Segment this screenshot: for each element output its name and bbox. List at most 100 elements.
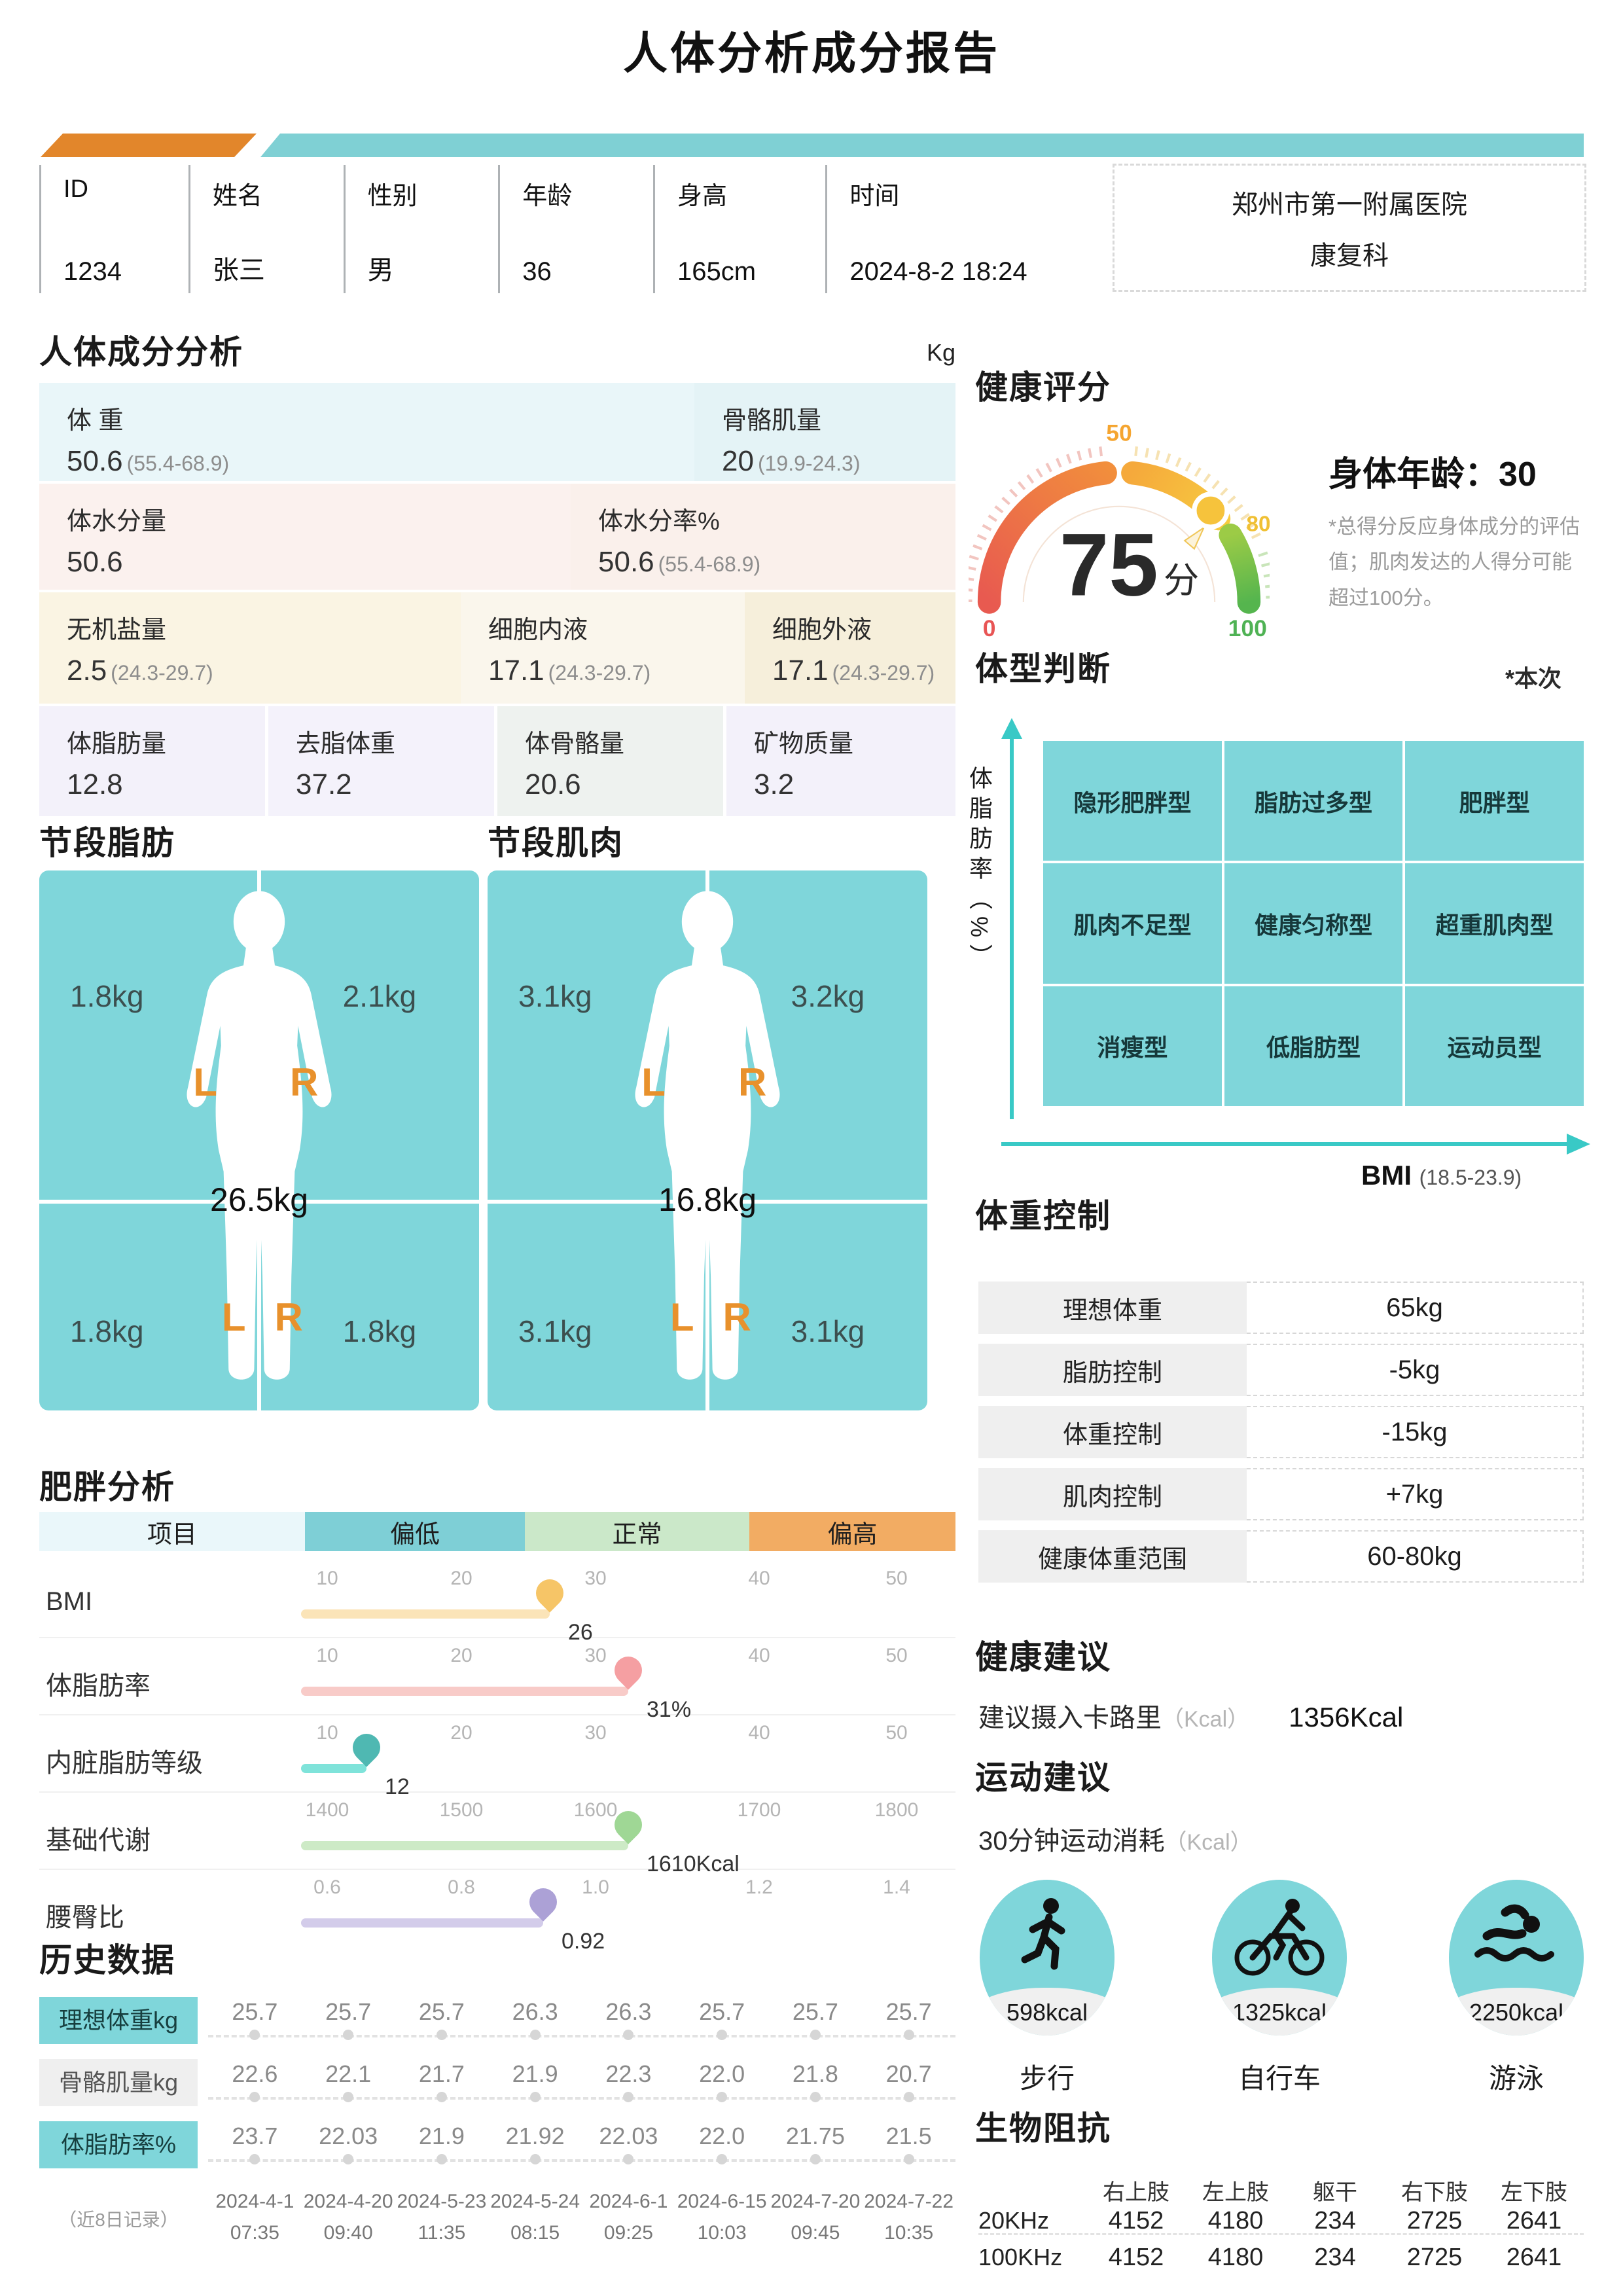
data-point: [529, 2030, 541, 2040]
history-row-skeletal-muscle: 骨骼肌量kg 22.6 22.1 21.7 21.9 22.3 22.0 21.8 20.7: [39, 2055, 955, 2113]
body-type-cell: 健康匀称型: [1224, 863, 1403, 984]
body-type-cell: 运动员型: [1405, 986, 1584, 1106]
value-marker: [609, 1651, 648, 1690]
patient-info-cell: 年龄 36: [498, 165, 653, 293]
history-note: （近8日记录）: [58, 2210, 179, 2230]
y-axis-label: 体脂肪率（%）: [966, 766, 993, 975]
kcal-value: 1325kcal: [1232, 1999, 1327, 2026]
left-marker: L: [641, 1060, 666, 1104]
history-row-body-fat-rate: 体脂肪率% 23.7 22.03 21.9 21.92 22.03 22.0 21.75 21…: [39, 2117, 955, 2175]
info-value: 张三: [212, 256, 265, 285]
section-title-segmental-muscle: 节段肌肉: [488, 825, 624, 861]
patient-info-cell: 时间 2024-8-2 18:24: [825, 165, 1099, 293]
date-cell: 2024-6-15 10:03: [677, 2191, 767, 2244]
score-value: 75: [1060, 515, 1158, 615]
x-axis-label: BMI (18.5-23.9): [1361, 1160, 1522, 1191]
body-type-cell: 肌肉不足型: [1043, 863, 1222, 984]
info-label: ID: [63, 175, 88, 203]
exercise-bubble-cycling: 1325kcal: [1212, 1880, 1347, 2036]
bio-row-100khz: 100KHz 4152 4180 234 2725 2641: [978, 2244, 1562, 2271]
score-marker: [1192, 492, 1230, 529]
data-point: [343, 2154, 354, 2164]
bio-row-20khz: 20KHz 4152 4180 234 2725 2641: [978, 2207, 1562, 2234]
body-type-note: *本次: [1505, 665, 1562, 692]
data-point: [249, 2154, 260, 2164]
metric-body-water-rate: 体水分率% 50.6 (55.4-68.9): [571, 484, 955, 590]
weight-control-row: 体重控制 -15kg: [978, 1406, 1584, 1458]
gauge-svg: 50 80 0 100 75 分: [962, 420, 1276, 641]
body-silhouette: [635, 891, 780, 1380]
body-type-cell: 低脂肪型: [1224, 986, 1403, 1106]
value-marker: [524, 1882, 563, 1922]
metric-mineral-mass: 矿物质量 3.2: [726, 706, 955, 816]
data-point: [249, 2030, 260, 2040]
header-normal: 正常: [525, 1512, 749, 1551]
section-title-body-type: 体型判断: [975, 651, 1111, 687]
data-point: [810, 2030, 821, 2040]
y-axis-arrow: [1001, 718, 1022, 1119]
date-cell: 2024-6-1 09:25: [589, 2191, 668, 2244]
divider-accent-teal: [260, 134, 1584, 157]
slider-row-bmr: 基础代谢 1400 1500 1600 1700 1800 1610Kcal: [39, 1793, 955, 1876]
exercise-name-walking: 步行: [1019, 2063, 1075, 2094]
patient-info-cell: 性别 男: [343, 165, 499, 293]
data-point: [436, 2092, 447, 2102]
divider-accent-orange: [41, 134, 257, 157]
page-title: 人体分析成分报告: [622, 29, 1000, 79]
info-label: 时间: [849, 183, 900, 210]
info-value: 2024-8-2 18:24: [849, 257, 1027, 286]
data-point: [623, 2030, 634, 2040]
value-bar: [301, 1841, 628, 1850]
score-note: *总得分反应身体成分的评估值；肌肉发达的人得分可能超过100分。: [1329, 515, 1580, 609]
patient-info-cell: 姓名 张三: [188, 165, 344, 293]
cycling-icon: [1234, 1899, 1325, 1976]
weight-control-row: 健康体重范围 60-80kg: [978, 1530, 1584, 1583]
data-point: [436, 2154, 447, 2164]
date-cell: 2024-5-23 11:35: [397, 2191, 487, 2244]
body-type-cell: 肥胖型: [1405, 741, 1584, 861]
section-title-body-composition: 人体成分分析: [39, 334, 243, 370]
date-cell: 2024-5-24 08:15: [490, 2191, 580, 2244]
right-marker: R: [722, 1295, 751, 1339]
slider-row-visceral-fat: 内脏脂肪等级 10 20 30 40 50 12: [39, 1715, 955, 1799]
muscle-right-arm: 3.2kg: [791, 979, 865, 1013]
info-value: 1234: [63, 257, 122, 286]
section-title-bioimpedance: 生物阻抗: [975, 2110, 1111, 2147]
date-cell: 2024-4-20 09:40: [303, 2191, 393, 2244]
header-item: 项目: [39, 1512, 305, 1551]
wave-decoration: [980, 1988, 1115, 2036]
header-low: 偏低: [305, 1512, 525, 1551]
date-cell: 2024-7-22 10:35: [864, 2191, 954, 2244]
left-marker: L: [669, 1295, 694, 1339]
info-label: 性别: [367, 183, 418, 210]
data-point: [717, 2030, 728, 2040]
metric-body-fat: 体脂肪量 12.8: [39, 706, 268, 816]
exercise-bubble-swimming: 2250kcal: [1449, 1880, 1584, 2036]
unit-label: Kg: [926, 339, 955, 366]
exercise-subtitle: 30分钟运动消耗（Kcal）: [978, 1827, 1253, 1856]
slider-row-bmi: BMI 10 20 30 40 50 26: [39, 1561, 955, 1645]
muscle-left-leg: 3.1kg: [518, 1314, 592, 1348]
data-point: [810, 2092, 821, 2102]
history-dates: （近8日记录） 2024-4-1 07:35 2024-4-20 09:40 2…: [39, 2186, 955, 2258]
walking-icon: [1021, 1898, 1065, 1970]
gauge-label-100: 100: [1228, 615, 1267, 641]
slider-row-body-fat-rate: 体脂肪率 10 20 30 40 50 31%: [39, 1638, 955, 1722]
pointer-icon: [1183, 526, 1205, 550]
data-point: [717, 2092, 728, 2102]
header-high: 偏高: [749, 1512, 955, 1551]
metric-extracellular-fluid: 细胞外液 17.1 (24.3-29.7): [745, 592, 955, 704]
segmental-muscle-panel: 3.1kg 3.2kg 16.8kg 3.1kg 3.1kg L R L R: [488, 870, 927, 1410]
info-value: 36: [522, 257, 552, 286]
metric-body-water: 体水分量 50.6: [39, 484, 571, 590]
body-silhouette: [187, 891, 332, 1380]
x-axis-arrow: [1001, 1134, 1590, 1155]
right-marker: R: [738, 1060, 767, 1104]
metric-weight: 体 重 50.6 (55.4-68.9): [39, 383, 694, 481]
health-score-gauge: 50 80 0 100 75 分: [962, 416, 1276, 641]
fat-left-arm: 1.8kg: [70, 979, 144, 1013]
fat-right-leg: 1.8kg: [342, 1314, 417, 1348]
value-marker: [347, 1728, 386, 1767]
body-type-grid: 隐形肥胖型 脂肪过多型 肥胖型 肌肉不足型 健康匀称型 超重肌肉型 消瘦型 低脂肪型 运动员型: [1043, 741, 1584, 1106]
